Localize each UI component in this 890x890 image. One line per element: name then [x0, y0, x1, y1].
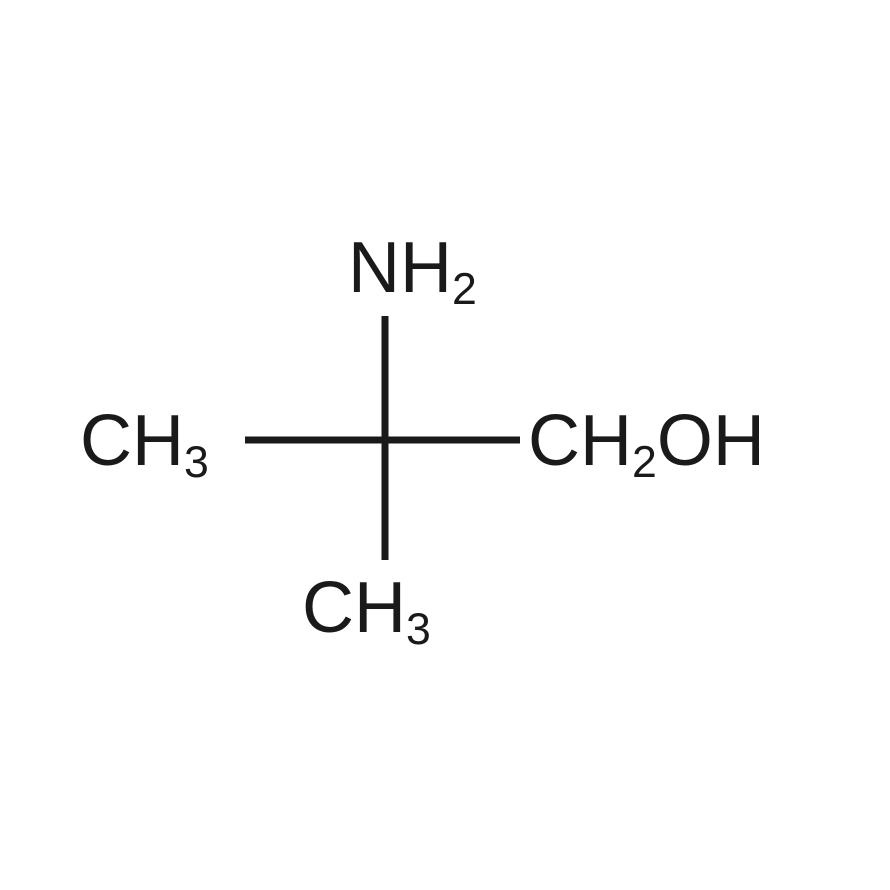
substituent-bottom-methyl: CH3: [302, 572, 431, 644]
chemical-structure-diagram: NH2 CH3 CH2OH CH3: [0, 0, 890, 890]
substituent-top-amine: NH2: [348, 232, 477, 304]
substituent-right-ch2oh: CH2OH: [528, 405, 765, 477]
substituent-left-methyl: CH3: [80, 405, 209, 477]
